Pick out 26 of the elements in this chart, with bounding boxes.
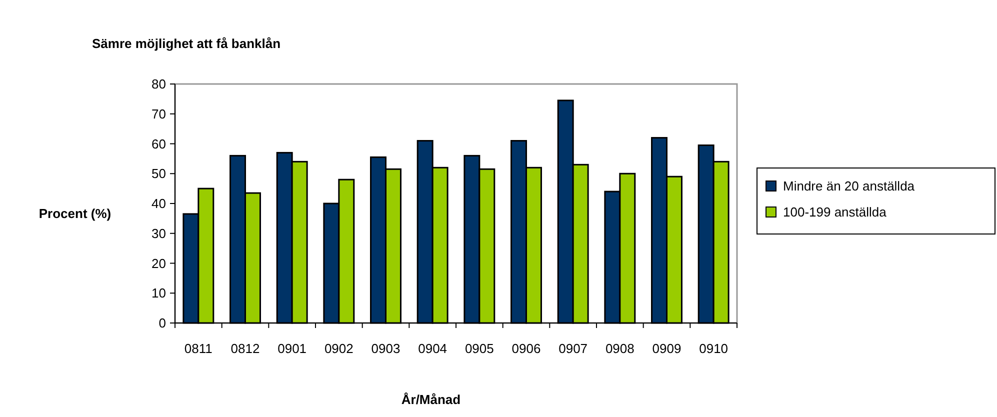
x-tick-label: 0902: [324, 341, 354, 356]
legend-label: 100-199 anställda: [783, 204, 888, 220]
y-tick-label: 10: [152, 286, 166, 301]
x-tick-label: 0901: [278, 341, 307, 356]
x-tick-label: 0910: [699, 341, 728, 356]
chart-title: Sämre möjlighet att få banklån: [92, 36, 281, 51]
x-axis-title: År/Månad: [401, 392, 461, 407]
y-tick-label: 20: [152, 256, 166, 271]
x-tick-label: 0908: [605, 341, 634, 356]
x-tick-label: 0907: [558, 341, 588, 356]
y-tick-label: 70: [152, 106, 166, 122]
x-tick-label: 0906: [512, 341, 541, 356]
x-tick-label: 0812: [230, 341, 260, 356]
x-tick-label: 0811: [184, 341, 212, 356]
y-tick-label: 60: [152, 136, 166, 152]
x-tick-label: 0904: [418, 341, 448, 356]
y-tick-label: 30: [152, 226, 166, 241]
y-axis-title: Procent (%): [38, 206, 112, 221]
y-tick-label: 50: [152, 166, 166, 182]
y-tick-label: 0: [158, 316, 166, 331]
y-tick-label: 40: [152, 196, 166, 212]
x-tick-label: 0903: [371, 341, 400, 356]
x-tick-label: 0905: [464, 341, 494, 356]
legend-label: Mindre än 20 anställda: [783, 178, 916, 194]
y-tick-label: 80: [152, 76, 166, 92]
x-tick-label: 0909: [652, 341, 682, 356]
